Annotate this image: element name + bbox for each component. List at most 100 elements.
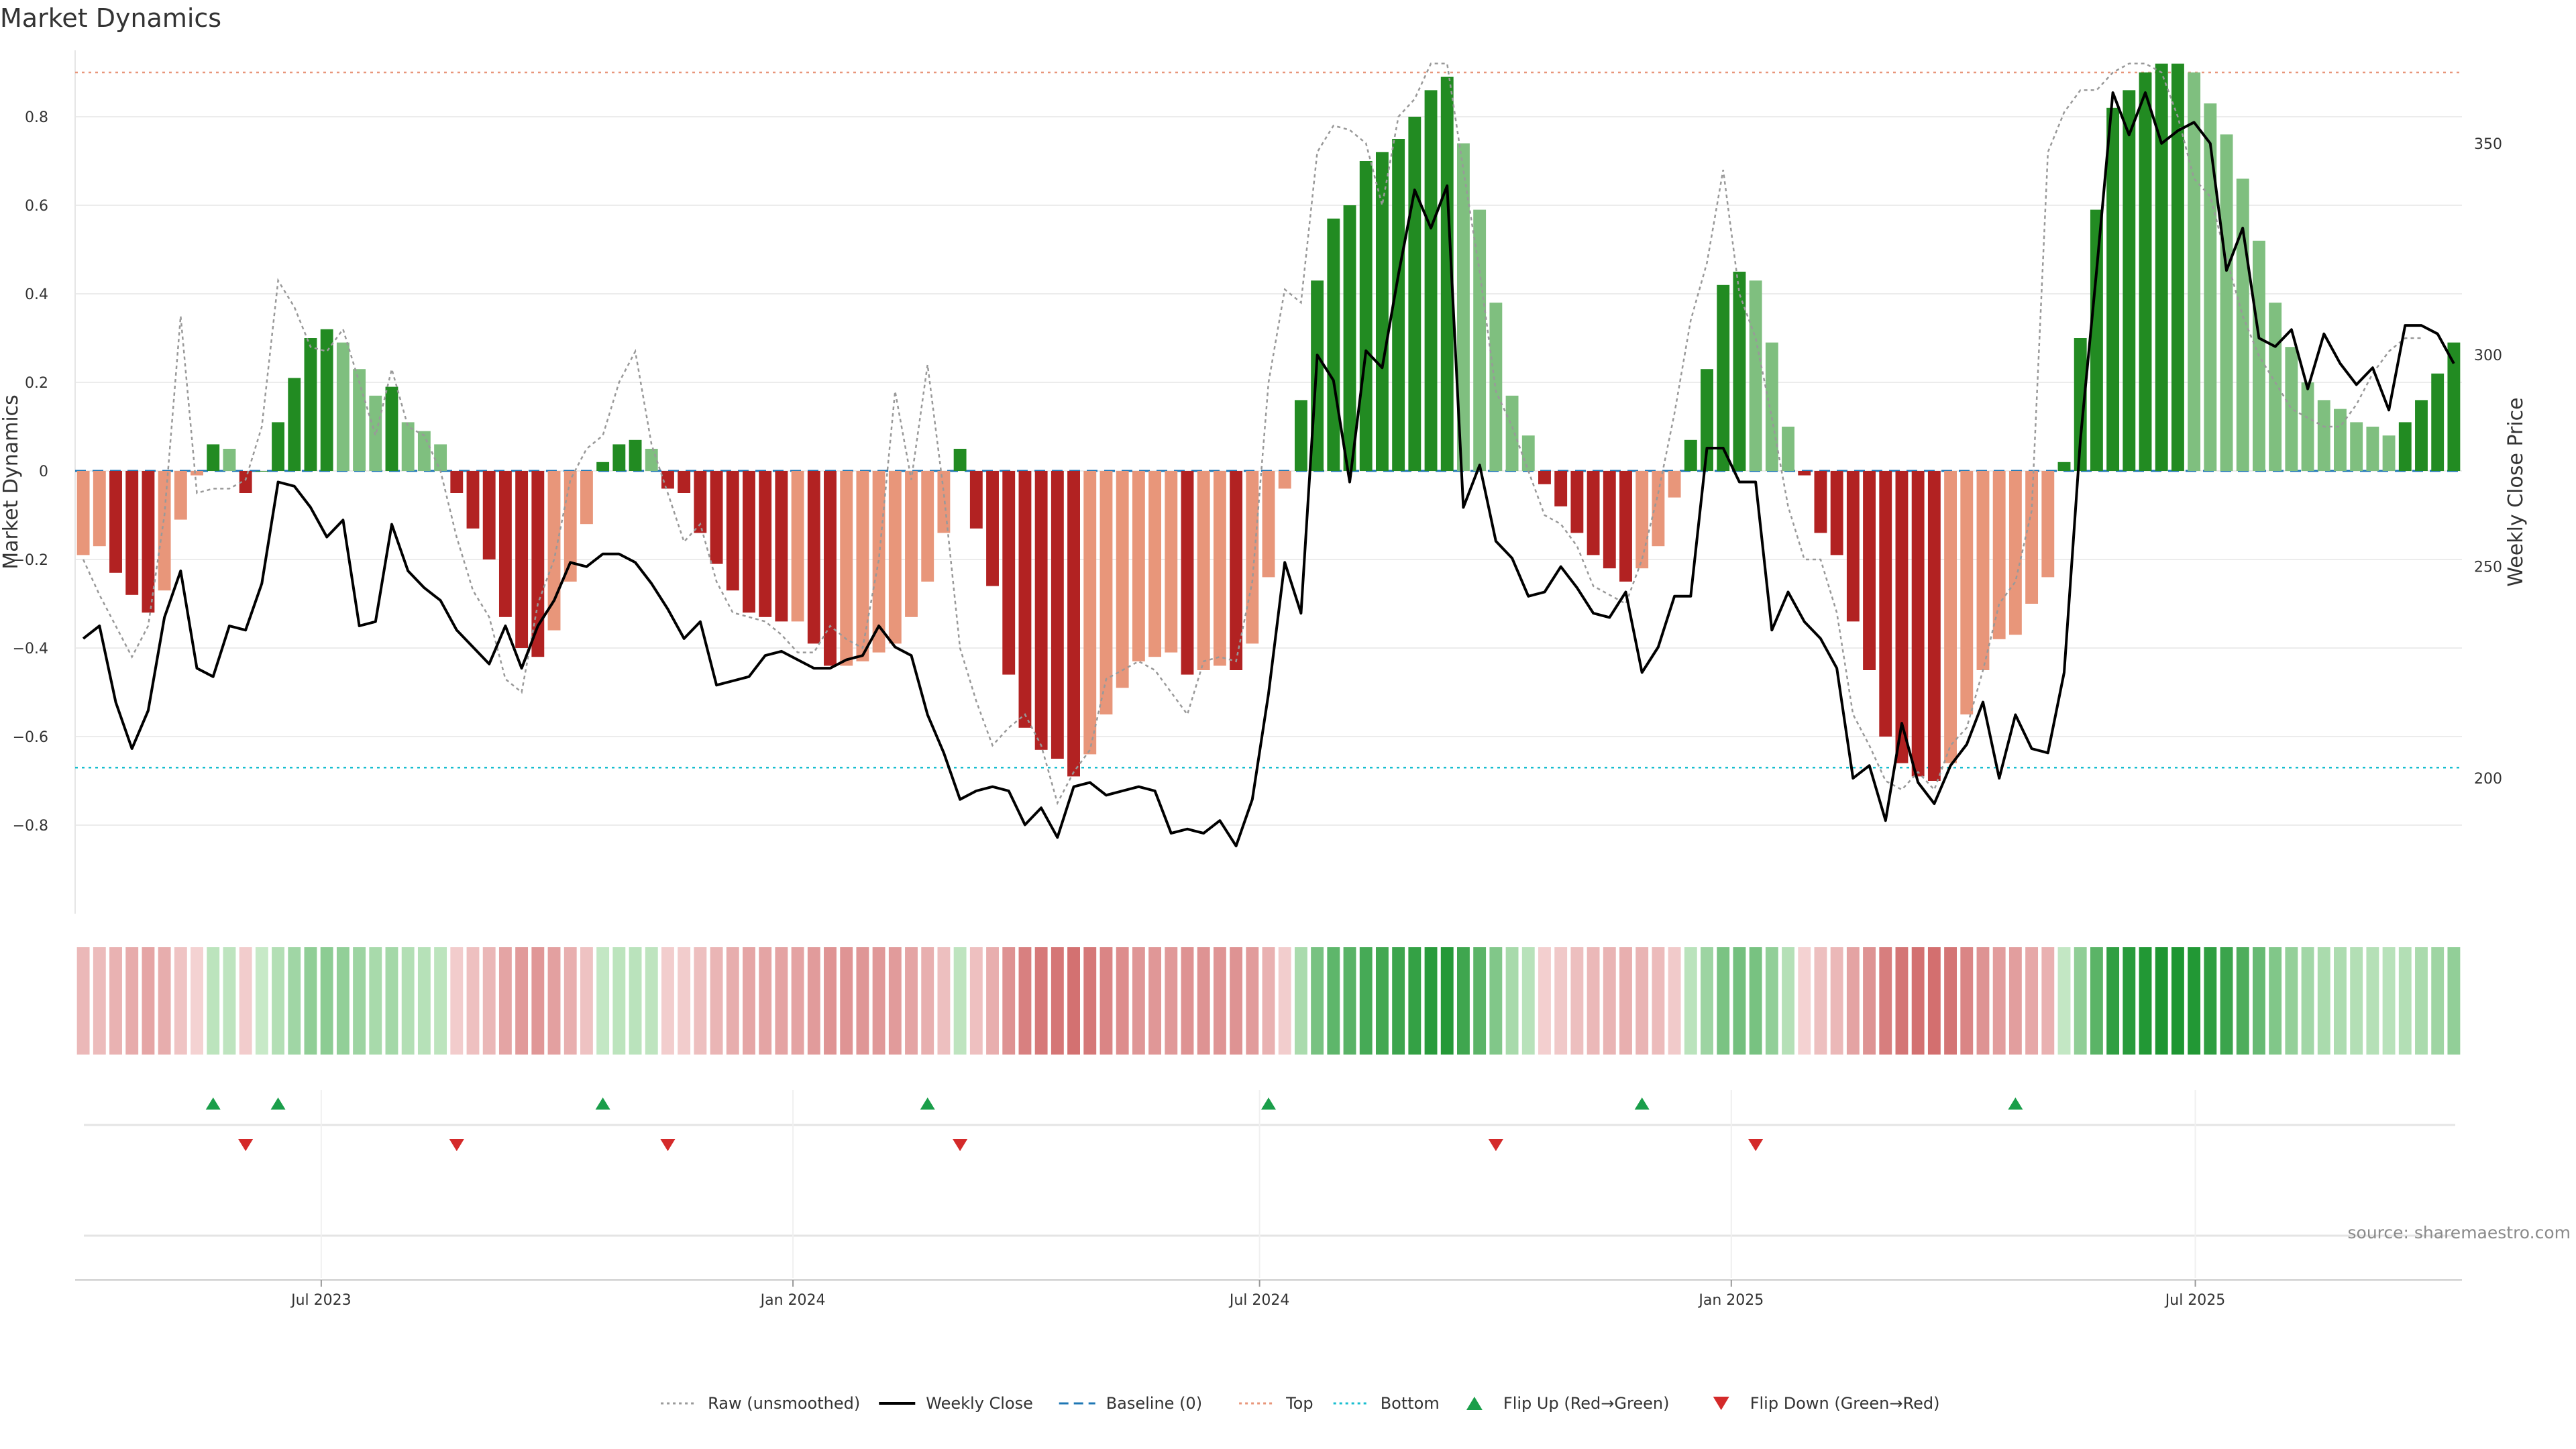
dynamics-bar: [1587, 471, 1600, 555]
dynamics-bar: [1213, 471, 1226, 666]
flip-down-marker: [953, 1139, 968, 1151]
dynamics-bar: [710, 471, 723, 564]
dynamics-bar: [1424, 90, 1438, 471]
dynamics-bar: [1652, 471, 1665, 547]
heatmap-cell: [1051, 947, 1064, 1055]
dynamics-bar: [1051, 471, 1064, 759]
dynamics-bar: [1911, 471, 1925, 777]
heatmap-cell: [1505, 947, 1519, 1055]
heatmap-cell: [1652, 947, 1665, 1055]
heatmap-cell: [1230, 947, 1243, 1055]
heatmap-cell: [791, 947, 804, 1055]
right-tick-label: 350: [2474, 136, 2502, 153]
legend-label: Bottom: [1381, 1394, 1440, 1413]
dynamics-bar: [726, 471, 739, 591]
dynamics-bar: [1116, 471, 1129, 688]
dynamics-bar: [953, 449, 967, 471]
heatmap-cell: [1587, 947, 1600, 1055]
heatmap-cell: [921, 947, 934, 1055]
dynamics-bar: [255, 471, 268, 472]
heatmap-cell: [547, 947, 561, 1055]
dynamics-bar: [694, 471, 707, 533]
dynamics-bar: [1197, 471, 1210, 670]
left-tick-label: 0.4: [25, 286, 48, 303]
heatmap-cell: [1489, 947, 1503, 1055]
legend-item: Weekly Close: [879, 1394, 1033, 1413]
dynamics-bar: [353, 369, 366, 471]
left-tick-label: −0.6: [13, 729, 48, 746]
dynamics-bar: [986, 471, 999, 586]
heatmap-cell: [2008, 947, 2022, 1055]
dynamics-bar: [1018, 471, 1032, 728]
heatmap-cell: [1002, 947, 1016, 1055]
heatmap-cell: [1213, 947, 1226, 1055]
left-tick-label: 0.8: [25, 109, 48, 126]
flip-up-marker: [595, 1097, 610, 1110]
dynamics-bar: [1099, 471, 1113, 714]
dynamics-bar: [93, 471, 106, 547]
heatmap-cell: [1944, 947, 1957, 1055]
dynamics-bar: [1619, 471, 1632, 582]
dynamics-bar: [1457, 143, 1470, 471]
right-tick-label: 300: [2474, 347, 2502, 364]
dynamics-bar: [1327, 218, 1340, 471]
heatmap-cell: [824, 947, 837, 1055]
dynamics-bar: [1765, 342, 1778, 471]
heatmap-cell: [1408, 947, 1421, 1055]
heatmap-cell: [1034, 947, 1048, 1055]
dynamics-bar: [2350, 422, 2363, 471]
dynamics-bar: [1782, 427, 1794, 471]
dynamics-bar: [1701, 369, 1713, 471]
dynamics-bar: [2398, 422, 2412, 471]
heatmap-cell: [158, 947, 171, 1055]
heatmap-cell: [1197, 947, 1210, 1055]
left-y-axis-label: Market Dynamics: [0, 394, 23, 570]
heatmap-cell: [531, 947, 545, 1055]
left-tick-label: −0.2: [13, 552, 48, 569]
heatmap-cell: [1375, 947, 1389, 1055]
heatmap-cell: [93, 947, 106, 1055]
heatmap-cell: [191, 947, 203, 1055]
dynamics-bar: [2334, 409, 2347, 471]
flip-up-marker: [920, 1097, 935, 1110]
dynamics-bar: [1473, 209, 1487, 471]
dynamics-bar: [1132, 471, 1145, 661]
dynamics-bar: [482, 471, 496, 559]
heatmap-cell: [1635, 947, 1649, 1055]
left-tick-label: −0.4: [13, 641, 48, 657]
heatmap-cell: [434, 947, 447, 1055]
flip-down-marker: [1748, 1139, 1764, 1151]
dynamics-bar: [1278, 471, 1291, 489]
legend-label: Baseline (0): [1106, 1394, 1202, 1413]
dynamics-bar: [1505, 395, 1519, 471]
heatmap-cell: [2123, 947, 2136, 1055]
legend-item: Top: [1239, 1394, 1313, 1413]
dynamics-bar: [2382, 435, 2396, 471]
right-y-axis: 350 300 250 200: [2474, 136, 2502, 788]
x-axis: Jul 2023 Jan 2024 Jul 2024 Jan 2025 Jul 2025: [75, 1279, 2462, 1309]
dynamics-bar: [2366, 427, 2379, 471]
heatmap-cell: [564, 947, 577, 1055]
legend: Raw (unsmoothed) Weekly Close Baseline (0)…: [661, 1394, 1939, 1413]
heatmap-cell: [2382, 947, 2396, 1055]
heatmap-cell: [710, 947, 723, 1055]
heatmap-cell: [645, 947, 658, 1055]
dynamics-bar: [320, 329, 333, 471]
heatmap-cell: [1278, 947, 1291, 1055]
heatmap-cell: [1830, 947, 1843, 1055]
heatmap-cell: [2285, 947, 2298, 1055]
dynamics-bar: [661, 471, 674, 489]
heatmap-cell: [1262, 947, 1275, 1055]
heatmap-cell: [840, 947, 853, 1055]
x-tick-label: Jul 2024: [1228, 1292, 1290, 1309]
heatmap-cell: [174, 947, 187, 1055]
dynamics-bar: [888, 471, 902, 644]
dynamics-bar: [1668, 471, 1681, 498]
legend-item: Raw (unsmoothed): [661, 1394, 860, 1413]
dynamics-bar: [824, 471, 837, 666]
dynamics-bar: [629, 439, 642, 471]
heatmap-cell: [385, 947, 398, 1055]
heatmap-cell: [207, 947, 220, 1055]
x-tick-label: Jan 2024: [759, 1292, 826, 1309]
heatmap-cell: [986, 947, 999, 1055]
